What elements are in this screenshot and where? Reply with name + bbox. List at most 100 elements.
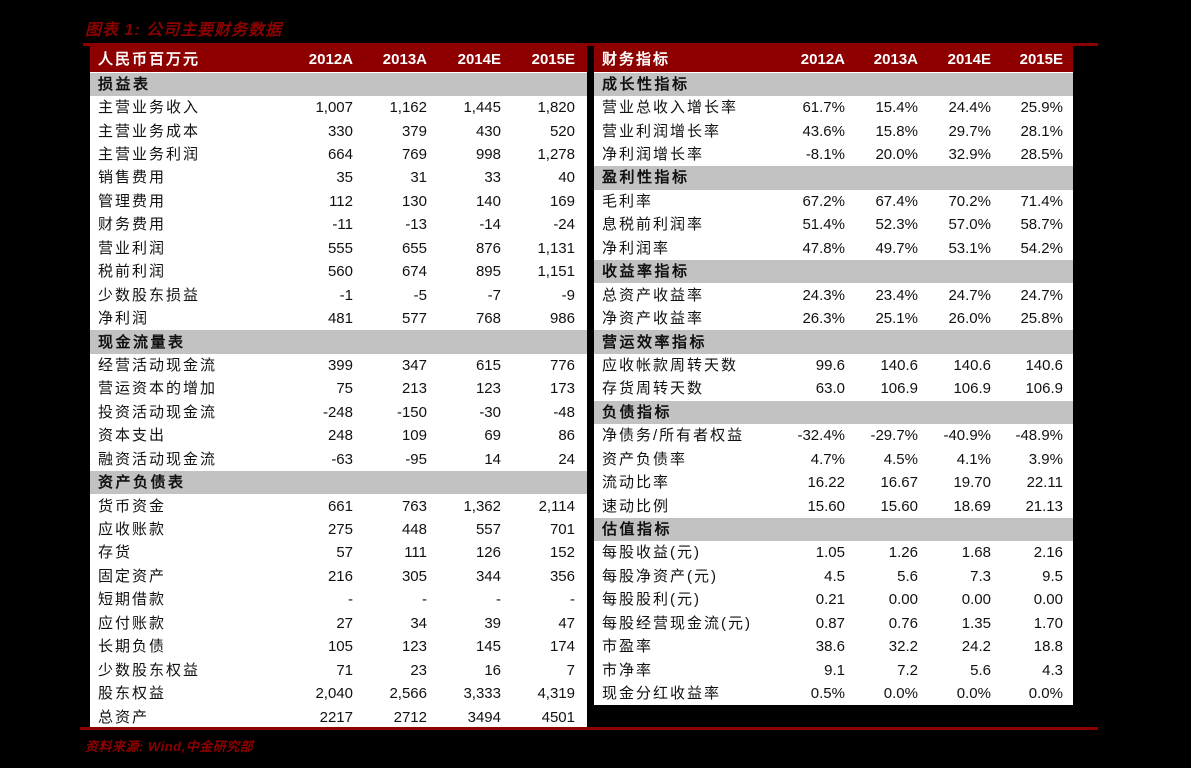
cell-value: 25.1% <box>875 310 918 328</box>
cell-value: 275 <box>327 521 353 539</box>
table-header-row: 财务指标 2012A 2013A 2014E 2015E <box>594 46 1073 73</box>
cell-value: -8.1% <box>805 146 845 164</box>
column-header-2014e: 2014E <box>439 46 513 73</box>
cell-value: 661 <box>327 497 353 515</box>
row-label: 主营业务成本 <box>98 122 201 140</box>
cell-value: 4501 <box>541 708 575 726</box>
table-row: 财务费用 -11 -13 -14 -24 <box>90 213 587 236</box>
cell-value: 112 <box>329 192 353 210</box>
cell-value: 0.00 <box>961 591 991 609</box>
table-row: 应收账款 275 448 557 701 <box>90 518 587 541</box>
cell-value: 213 <box>401 380 427 398</box>
row-label: 速动比例 <box>602 497 671 515</box>
cell-value: 344 <box>475 567 501 585</box>
table-row: 存货 57 111 126 152 <box>90 541 587 564</box>
row-label: 营业利润增长率 <box>602 122 722 140</box>
cell-value: 5.6 <box>970 661 991 679</box>
cell-value: 173 <box>549 380 575 398</box>
cell-value: 430 <box>475 122 501 140</box>
cell-value: 140.6 <box>953 356 991 374</box>
cell-value: -32.4% <box>797 427 845 445</box>
cell-value: 28.1% <box>1020 122 1063 140</box>
cell-value: 105 <box>327 638 353 656</box>
table-header-row: 人民币百万元 2012A 2013A 2014E 2015E <box>90 46 587 73</box>
cell-value: 20.0% <box>875 146 918 164</box>
column-header-2012a: 2012A <box>291 46 365 73</box>
cell-value: 763 <box>401 497 427 515</box>
cell-value: 7.3 <box>970 567 991 585</box>
cell-value: 9.1 <box>824 661 845 679</box>
table-row: 营业利润 555 655 876 1,131 <box>90 237 587 260</box>
cell-value: 2,114 <box>538 497 575 515</box>
section-title: 负债指标 <box>594 400 1073 425</box>
table-row: 每股经营现金流(元) 0.87 0.76 1.35 1.70 <box>594 612 1073 635</box>
cell-value: 1,445 <box>463 99 501 117</box>
cell-value: -24 <box>553 216 575 234</box>
cell-value: 555 <box>327 239 353 257</box>
section-header-row: 损益表 <box>90 72 587 96</box>
cell-value: 32.9% <box>948 146 991 164</box>
table-row: 资产负债率 4.7% 4.5% 4.1% 3.9% <box>594 448 1073 471</box>
cell-value: 86 <box>558 427 575 445</box>
cell-value: -9 <box>561 286 575 304</box>
row-label: 应付账款 <box>98 614 167 632</box>
cell-value: 520 <box>549 122 575 140</box>
row-label: 营业总收入增长率 <box>602 99 739 117</box>
cell-value: 152 <box>549 544 575 562</box>
cell-value: 0.21 <box>815 591 845 609</box>
cell-value: 1.26 <box>888 544 918 562</box>
column-header-2015e: 2015E <box>513 46 587 73</box>
row-label: 投资活动现金流 <box>98 403 218 421</box>
row-label: 少数股东损益 <box>98 286 201 304</box>
cell-value: -29.7% <box>870 427 918 445</box>
section-header-row: 收益率指标 <box>594 260 1073 284</box>
cell-value: 15.4% <box>875 99 918 117</box>
cell-value: 67.4% <box>875 192 918 210</box>
cell-value: -1 <box>339 286 353 304</box>
cell-value: 71.4% <box>1020 192 1063 210</box>
cell-value: 32.2 <box>888 638 918 656</box>
row-label: 股东权益 <box>98 685 167 703</box>
cell-value: 0.00 <box>888 591 918 609</box>
table-row: 营运资本的增加 75 213 123 173 <box>90 377 587 400</box>
row-label: 营业利润 <box>98 239 167 257</box>
cell-value: 577 <box>401 310 427 328</box>
section-title: 现金流量表 <box>90 330 587 354</box>
table-row: 市净率 9.1 7.2 5.6 4.3 <box>594 658 1073 681</box>
title-underline <box>83 43 1098 46</box>
cell-value: 26.0% <box>948 310 991 328</box>
table-row: 主营业务收入 1,007 1,162 1,445 1,820 <box>90 96 587 119</box>
table-row: 净债务/所有者权益 -32.4% -29.7% -40.9% -48.9% <box>594 424 1073 447</box>
table-row: 主营业务利润 664 769 998 1,278 <box>90 143 587 166</box>
row-label: 每股净资产(元) <box>602 567 718 585</box>
table-row: 管理费用 112 130 140 169 <box>90 190 587 213</box>
column-header-2012a: 2012A <box>782 46 855 73</box>
cell-value: 776 <box>549 356 575 374</box>
cell-value: - <box>422 591 427 609</box>
cell-value: 379 <box>401 122 427 140</box>
cell-value: 1,820 <box>537 99 575 117</box>
section-header-row: 盈利性指标 <box>594 166 1073 190</box>
cell-value: 58.7% <box>1020 216 1063 234</box>
cell-value: -11 <box>332 216 353 234</box>
cell-value: - <box>348 591 353 609</box>
cell-value: 75 <box>336 380 353 398</box>
section-title: 盈利性指标 <box>594 166 1073 190</box>
cell-value: 4,319 <box>537 685 575 703</box>
table-row: 存货周转天数 63.0 106.9 106.9 106.9 <box>594 377 1073 400</box>
cell-value: 25.9% <box>1020 99 1063 117</box>
cell-value: 1.35 <box>961 614 991 632</box>
cell-value: 24.7% <box>948 286 991 304</box>
cell-value: 2,566 <box>389 685 427 703</box>
source-attribution: 资料来源: Wind,中金研究部 <box>85 739 254 754</box>
cell-value: -150 <box>396 403 427 421</box>
row-label: 营运资本的增加 <box>98 380 218 398</box>
row-label: 短期借款 <box>98 591 167 609</box>
cell-value: 3.9% <box>1028 450 1063 468</box>
cell-value: 557 <box>475 521 501 539</box>
table-row: 净资产收益率 26.3% 25.1% 26.0% 25.8% <box>594 307 1073 330</box>
cell-value: 3,333 <box>463 685 501 703</box>
cell-value: -5 <box>413 286 427 304</box>
cell-value: 24 <box>558 450 575 468</box>
table-row: 长期负债 105 123 145 174 <box>90 635 587 658</box>
